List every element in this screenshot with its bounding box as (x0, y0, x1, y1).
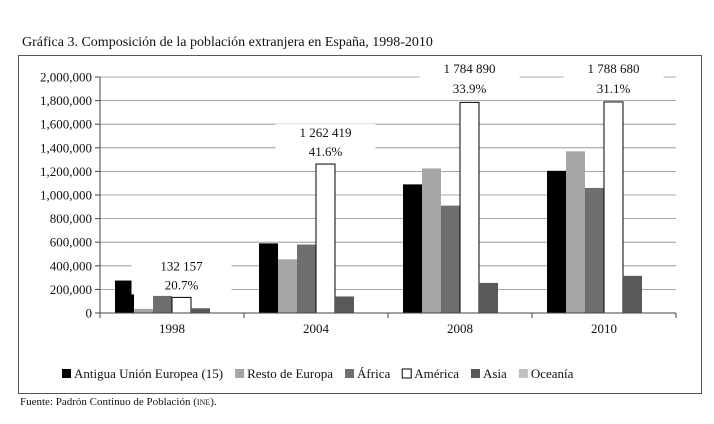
bar-resto-de-europa-2008 (422, 168, 441, 313)
x-tick-labels: 1998 2004 2008 2010 (159, 321, 617, 336)
x-tick-label: 1998 (159, 321, 185, 336)
legend-label-america: América (414, 366, 459, 381)
y-tick-label: 600,000 (50, 235, 92, 250)
annotation-pct-2010: 31.1% (597, 81, 631, 96)
bar-antigua-union-europea-15-2008 (403, 184, 422, 313)
annotation-backdrop (275, 124, 376, 162)
x-tick-label: 2010 (591, 321, 617, 336)
y-tick-label: 1,600,000 (40, 117, 92, 132)
source-note: Fuente: Padrón Continuo de Población (in… (20, 396, 217, 408)
annotation-backdrop (563, 60, 664, 98)
legend-label-antigua-union-europea-15: Antigua Unión Europea (15) (74, 366, 223, 381)
y-tick-label: 2,000,000 (40, 70, 92, 85)
chart-frame: 0 200,000 400,000 600,000 800,000 1,000,000 1,… (18, 55, 702, 394)
annotation-value-2010: 1 788 680 (588, 61, 640, 76)
annotation-pct-2004: 41.6% (309, 144, 343, 159)
y-tick-label: 1,800,000 (40, 93, 92, 108)
legend-swatch-asia (471, 369, 480, 378)
annotation-backdrop (131, 257, 232, 295)
bar-asia-2010 (623, 275, 642, 313)
bar-america-2008 (459, 101, 480, 314)
annotation-pct-2008: 33.9% (453, 81, 487, 96)
chart-title: Gráfica 3. Composición de la población e… (22, 35, 433, 50)
annotation-pct-1998: 20.7% (165, 277, 199, 292)
axes (95, 76, 677, 318)
legend-swatch-america (401, 368, 412, 379)
x-tick-label: 2008 (447, 321, 473, 336)
y-tick-label: 200,000 (50, 282, 92, 297)
legend-swatch-oceania (518, 369, 528, 378)
bar-america-2010 (603, 101, 624, 314)
y-tick-label: 1,200,000 (40, 164, 92, 179)
legend-swatch-antigua-union-europea-15 (62, 369, 71, 378)
bar-chart: 0 200,000 400,000 600,000 800,000 1,000,000 1,… (40, 60, 677, 381)
legend-label-resto-de-europa: Resto de Europa (247, 366, 333, 381)
y-tick-label: 1,400,000 (40, 140, 92, 155)
source-suffix: ). (210, 396, 217, 408)
bar-asia-2004 (335, 296, 354, 313)
annotation-backdrop (419, 60, 520, 98)
annotations: 132 157 20.7% 1 262 419 41.6% 1 784 890 33.9%… (131, 60, 664, 295)
legend: Antigua Unión Europea (15) Resto de Europ… (62, 366, 574, 381)
legend-swatch-resto-de-europa (235, 369, 245, 378)
bars (115, 101, 661, 314)
bar-antigua-union-europea-15-2004 (259, 243, 278, 313)
bar-resto-de-europa-2004 (278, 259, 297, 313)
bar-africa-1998 (153, 295, 172, 313)
bar-resto-de-europa-1998 (134, 308, 153, 313)
annotation-value-2008: 1 784 890 (444, 61, 496, 76)
annotation-value-2004: 1 262 419 (300, 125, 352, 140)
source-abbr: ine (196, 396, 211, 408)
bar-antigua-union-europea-15-1998 (115, 280, 134, 313)
y-tick-label: 1,000,000 (40, 188, 92, 203)
bar-asia-1998 (191, 308, 210, 313)
bar-africa-2010 (585, 187, 604, 313)
legend-label-oceania: Oceanía (531, 366, 574, 381)
y-tick-label: 400,000 (50, 258, 92, 273)
legend-label-asia: Asia (483, 366, 507, 381)
source-prefix: Fuente: Padrón Continuo de Población ( (20, 396, 197, 408)
y-tick-label: 800,000 (50, 211, 92, 226)
legend-swatch-africa (345, 369, 355, 378)
bar-africa-2008 (441, 205, 460, 313)
bar-america-2004 (315, 163, 336, 314)
bar-antigua-union-europea-15-2010 (547, 170, 566, 313)
bar-africa-2004 (297, 244, 316, 313)
bar-asia-2008 (479, 282, 498, 313)
legend-label-africa: África (357, 366, 390, 381)
x-tick-label: 2004 (303, 321, 330, 336)
bar-america-1998 (171, 296, 192, 314)
y-tick-label: 0 (86, 306, 93, 321)
y-tick-labels: 0 200,000 400,000 600,000 800,000 1,000,000 1,… (40, 70, 92, 321)
annotation-value-1998: 132 157 (160, 258, 203, 273)
bar-resto-de-europa-2010 (566, 151, 585, 313)
